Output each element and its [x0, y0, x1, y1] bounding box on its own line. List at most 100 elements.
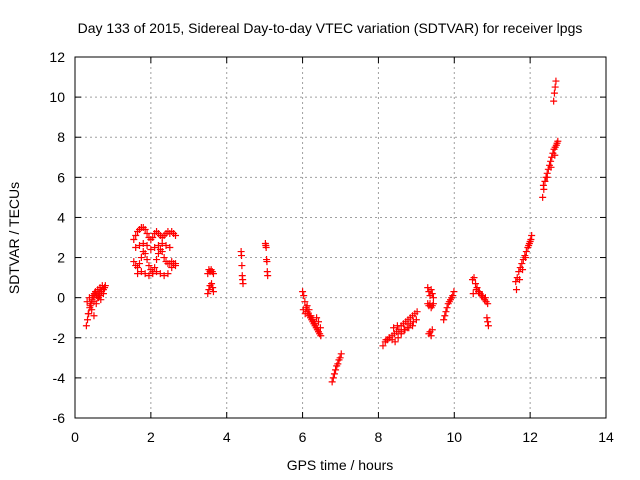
- data-point: [145, 272, 153, 280]
- data-point: [300, 292, 308, 300]
- plot-frame: [74, 56, 607, 419]
- data-point: [158, 240, 166, 248]
- data-point: [299, 288, 307, 296]
- data-point: [88, 306, 96, 314]
- data-point: [332, 366, 340, 374]
- data-point: [145, 262, 153, 270]
- y-tick-label: 0: [57, 290, 65, 306]
- data-point: [153, 256, 161, 264]
- data-point: [141, 225, 149, 233]
- data-point: [526, 238, 534, 246]
- data-point: [238, 262, 246, 270]
- data-point: [551, 83, 559, 91]
- data-point: [132, 244, 140, 252]
- data-point: [401, 326, 409, 334]
- data-point: [204, 290, 212, 298]
- data-point: [547, 163, 555, 171]
- data-point: [484, 322, 492, 330]
- data-point: [450, 288, 458, 296]
- data-point: [92, 290, 100, 298]
- data-point: [92, 300, 100, 308]
- data-points: [82, 77, 562, 386]
- data-point: [83, 298, 91, 306]
- data-point: [547, 157, 555, 165]
- data-point: [143, 242, 151, 250]
- data-point: [512, 278, 520, 286]
- data-point: [84, 310, 92, 318]
- y-axis-tick-labels: -6 -4 -2 0 2 4 6 8 10 12: [49, 49, 65, 426]
- data-point: [405, 324, 413, 332]
- chart-title: Day 133 of 2015, Sidereal Day-to-day VTE…: [78, 20, 583, 36]
- data-point: [379, 342, 387, 350]
- data-point: [158, 248, 166, 256]
- data-point: [317, 332, 325, 340]
- data-point: [429, 294, 437, 302]
- data-point: [209, 270, 217, 278]
- data-point: [151, 264, 159, 272]
- y-tick-label: -4: [53, 370, 66, 386]
- data-point: [264, 272, 272, 280]
- x-tick-label: 8: [375, 429, 383, 445]
- data-point: [481, 294, 489, 302]
- data-point: [550, 89, 558, 97]
- y-tick-label: 8: [57, 129, 65, 145]
- data-point: [469, 290, 477, 298]
- axis-ticks: [74, 56, 607, 419]
- data-point: [160, 272, 168, 280]
- grid-lines: [75, 57, 606, 418]
- data-point: [519, 266, 527, 274]
- y-tick-label: 4: [57, 209, 65, 225]
- data-point: [135, 242, 143, 250]
- y-tick-label: 6: [57, 169, 65, 185]
- data-point: [443, 304, 451, 312]
- data-point: [522, 248, 530, 256]
- data-point: [160, 254, 168, 262]
- data-point: [329, 374, 337, 382]
- data-point: [334, 360, 342, 368]
- data-point: [449, 292, 457, 300]
- data-point: [132, 231, 140, 239]
- data-point: [543, 173, 551, 181]
- data-point: [483, 314, 491, 322]
- x-tick-label: 0: [71, 429, 79, 445]
- data-point: [147, 246, 155, 254]
- data-point: [305, 306, 313, 314]
- data-point: [429, 300, 437, 308]
- data-point: [149, 234, 157, 241]
- data-point: [263, 258, 271, 266]
- data-point: [86, 302, 94, 310]
- x-axis-label: GPS time / hours: [287, 457, 394, 473]
- data-point: [412, 316, 420, 324]
- data-point: [518, 260, 526, 268]
- data-point: [130, 236, 138, 244]
- data-point: [525, 242, 533, 250]
- x-tick-label: 2: [147, 429, 155, 445]
- data-point: [141, 250, 149, 258]
- x-tick-label: 12: [522, 429, 538, 445]
- data-point: [551, 151, 559, 159]
- data-point: [149, 270, 157, 278]
- data-point: [552, 77, 560, 85]
- data-point: [311, 320, 319, 328]
- data-point: [301, 298, 309, 306]
- data-point: [166, 244, 174, 252]
- data-point: [303, 302, 311, 310]
- data-point: [162, 242, 170, 250]
- data-point: [99, 290, 107, 298]
- data-point: [539, 181, 547, 189]
- data-point: [336, 354, 344, 362]
- data-point: [475, 288, 483, 296]
- data-point: [427, 332, 435, 340]
- data-point: [328, 378, 336, 386]
- x-tick-label: 6: [299, 429, 307, 445]
- data-point: [470, 274, 478, 282]
- data-point: [440, 316, 448, 324]
- data-point: [413, 308, 421, 316]
- data-point: [397, 328, 405, 336]
- data-point: [550, 97, 558, 105]
- data-point: [316, 324, 324, 332]
- data-point: [307, 312, 315, 320]
- data-point: [428, 326, 436, 334]
- data-point: [164, 270, 172, 278]
